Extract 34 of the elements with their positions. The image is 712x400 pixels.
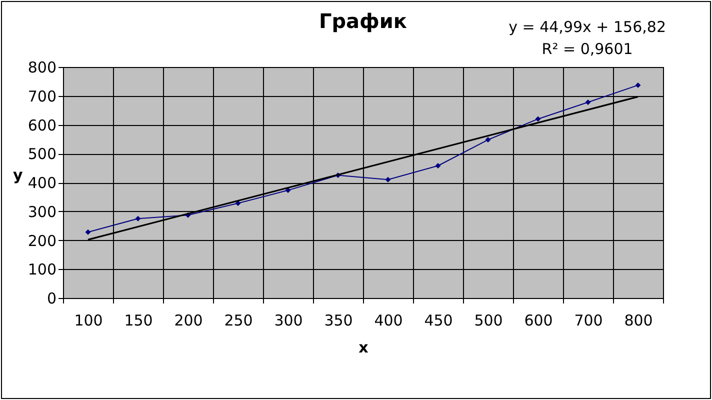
- point: [235, 200, 241, 206]
- y-tick-label: 700: [28, 87, 56, 106]
- point: [285, 188, 291, 194]
- x-tick-label: 350: [324, 312, 353, 330]
- y-tick-label: 300: [28, 202, 56, 221]
- point: [635, 82, 641, 88]
- point: [135, 216, 141, 222]
- x-tick-label: 100: [74, 312, 103, 330]
- x-tick-label: 500: [474, 312, 503, 330]
- x-axis-title: x: [358, 338, 369, 356]
- y-tick-label: 600: [28, 116, 56, 134]
- x-tick-label: 300: [274, 312, 303, 330]
- point: [85, 229, 91, 235]
- y-tick-label: 100: [28, 260, 56, 279]
- point: [585, 99, 591, 105]
- x-tick-label: 250: [224, 312, 253, 330]
- y-tick-label: 800: [28, 58, 56, 76]
- y-tick-label: 200: [28, 232, 56, 250]
- x-tick-label: 150: [124, 312, 153, 330]
- x-tick-label: 700: [574, 312, 603, 330]
- text: y = 44,99x + 156,82: [508, 17, 666, 38]
- x-tick-label: 400: [374, 312, 403, 330]
- x-tick-label: 200: [174, 312, 203, 330]
- chart-title: График: [319, 9, 408, 33]
- y-tick-label: 0: [46, 290, 56, 308]
- point: [535, 116, 541, 122]
- y-tick-label: 400: [28, 174, 56, 192]
- x-tick-label: 600: [524, 312, 553, 330]
- x-tick-label: 800: [624, 312, 653, 330]
- y-axis-title: y: [12, 166, 23, 184]
- x-tick-label: 450: [424, 312, 453, 330]
- y-tick-label: 500: [28, 145, 56, 164]
- point: [385, 176, 391, 182]
- text: R² = 0,9601: [540, 39, 634, 60]
